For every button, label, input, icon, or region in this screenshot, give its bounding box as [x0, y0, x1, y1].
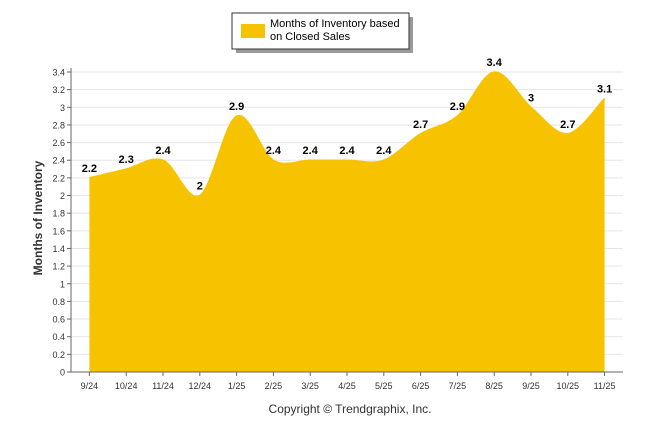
data-label: 3 [528, 92, 534, 104]
y-tick-label: 1.6 [52, 226, 65, 236]
series-line [89, 71, 606, 198]
y-tick-label: 2.4 [52, 156, 65, 166]
y-axis-title: Months of Inventory [31, 160, 45, 275]
x-tick-label: 12/24 [189, 381, 212, 391]
data-label: 2.4 [376, 145, 392, 157]
y-tick-label: 1 [60, 279, 65, 289]
y-tick-label: 1.2 [52, 262, 65, 272]
y-tick-label: 2.8 [52, 120, 65, 130]
y-tick-label: 2 [60, 191, 65, 201]
area-fill [89, 71, 605, 372]
y-tick-label: 0.2 [52, 350, 65, 360]
x-tick-label: 10/25 [557, 381, 580, 391]
data-label: 2.4 [339, 145, 355, 157]
data-label: 2 [197, 181, 203, 193]
legend: Months of Inventory based on Closed Sale… [231, 12, 413, 53]
x-tick-label: 7/25 [449, 381, 467, 391]
legend-label-line1: Months of Inventory based [270, 18, 400, 30]
data-label: 2.4 [155, 145, 171, 157]
data-label: 2.9 [450, 101, 465, 113]
y-tick-label: 0 [60, 368, 65, 378]
data-labels: 2.2 2.3 2.4 2 2.9 2.4 2.4 2.4 2.4 2.7 2.9 3.4 3 2.7 3.… [82, 57, 612, 193]
x-tick-label: 5/25 [375, 381, 393, 391]
y-tick-label: 0.6 [52, 315, 65, 325]
x-tick-label: 3/25 [301, 381, 319, 391]
y-tick-label: 3.2 [52, 85, 65, 95]
data-label: 2.4 [266, 145, 282, 157]
x-tick-label: 9/25 [522, 381, 540, 391]
y-tick-label: 2.2 [52, 173, 65, 183]
data-label: 2.7 [413, 119, 428, 131]
x-tick-label: 11/24 [152, 381, 174, 391]
y-tick-label: 0.4 [52, 332, 65, 342]
x-tick-label: 11/25 [594, 381, 616, 391]
y-tick-label: 3.4 [52, 68, 65, 78]
data-label: 2.7 [560, 119, 575, 131]
x-tick-labels: 9/24 10/24 11/24 12/24 1/25 2/25 3/25 4/25 5/25 6… [81, 372, 616, 391]
x-tick-label: 10/24 [115, 381, 138, 391]
data-label: 2.2 [82, 163, 97, 175]
y-tick-labels: 0 0.2 0.4 0.6 0.8 1 1.2 1.4 1.6 1.8 2 2.2 2.4 2.6 2.8 3… [52, 68, 71, 378]
y-tick-label: 1.8 [52, 209, 65, 219]
data-label: 2.3 [119, 154, 134, 166]
legend-swatch [241, 24, 265, 38]
data-label: 2.9 [229, 101, 244, 113]
y-tick-label: 2.6 [52, 138, 65, 148]
legend-label-line2: on Closed Sales [270, 31, 351, 43]
data-label: 3.4 [487, 57, 503, 69]
y-tick-label: 3 [60, 103, 65, 113]
y-tick-label: 1.4 [52, 244, 65, 254]
y-tick-label: 0.8 [52, 297, 65, 307]
data-label: 3.1 [597, 83, 612, 95]
data-label: 2.4 [303, 145, 319, 157]
x-tick-label: 9/24 [81, 381, 99, 391]
area-series [89, 71, 606, 372]
x-tick-label: 4/25 [338, 381, 356, 391]
x-tick-label: 6/25 [412, 381, 430, 391]
x-tick-label: 1/25 [228, 381, 246, 391]
x-tick-label: 2/25 [265, 381, 283, 391]
copyright-footer: Copyright © Trendgraphix, Inc. [269, 402, 432, 416]
x-tick-label: 8/25 [485, 381, 503, 391]
